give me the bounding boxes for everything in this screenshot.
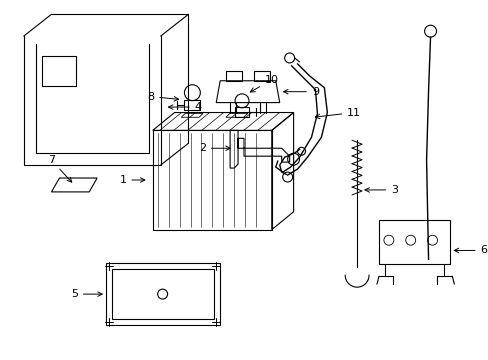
Bar [106,264,220,325]
Text: 10: 10 [250,75,278,92]
Text: 4: 4 [168,102,202,112]
Bar [184,100,200,109]
Text: 1: 1 [119,175,144,185]
Text: 2: 2 [198,143,230,153]
Text: 7: 7 [48,155,72,182]
Bar [225,71,242,81]
Text: 11: 11 [315,108,361,119]
Text: 6: 6 [453,246,487,256]
Bar [152,130,271,230]
Text: 5: 5 [71,289,102,299]
Bar [253,71,269,81]
Text: 8: 8 [147,92,178,102]
Bar [235,107,248,117]
Bar [112,269,214,319]
Bar [378,220,449,264]
Text: 9: 9 [283,87,318,97]
Text: 3: 3 [364,185,398,195]
